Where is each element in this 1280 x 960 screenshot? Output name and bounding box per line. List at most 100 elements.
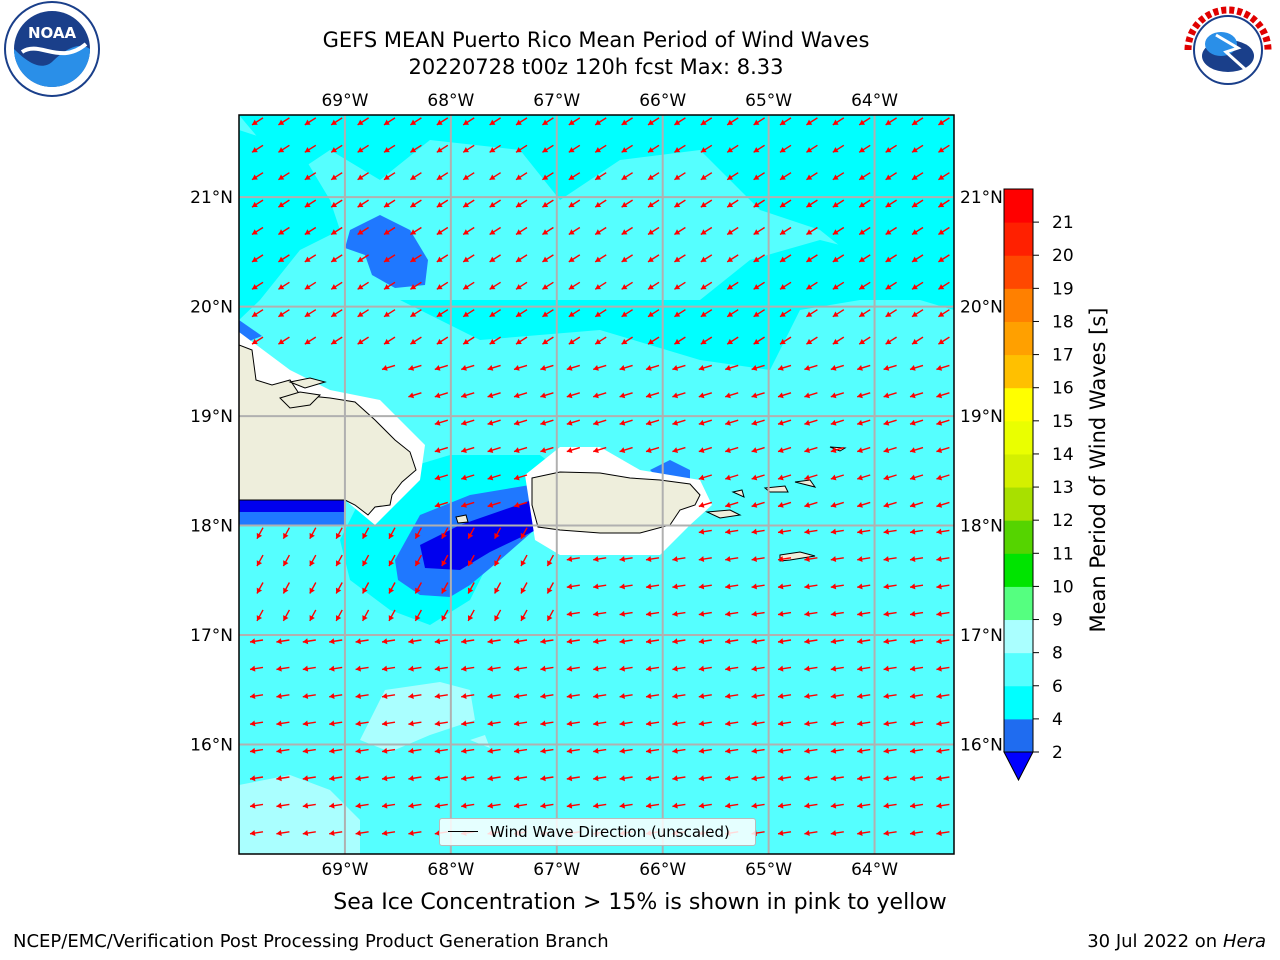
wave-arrow-head (859, 311, 866, 317)
wave-arrow-head (648, 147, 654, 153)
wave-arrow-head (467, 615, 474, 621)
wave-arrow-head (672, 419, 679, 426)
wave-arrow-head (804, 502, 811, 508)
wave-arrow-head (725, 583, 731, 590)
wave-arrow-head (700, 201, 707, 208)
wave-arrow-head (672, 365, 679, 371)
wave-arrow-head (593, 720, 599, 727)
wave-arrow-head (725, 474, 731, 481)
wave-arrow-head (302, 665, 309, 672)
wave-arrow-head (883, 830, 889, 837)
colorbar-tick-label-4: 9 (1052, 611, 1063, 631)
wave-arrow-head (672, 447, 679, 453)
wave-arrow-head (516, 174, 522, 180)
wave-arrow-head (283, 560, 289, 567)
wave-arrow-head (619, 747, 625, 754)
wave-arrow-head (514, 802, 520, 809)
wave-arrow-head (646, 747, 652, 754)
wave-arrow-head (804, 830, 810, 837)
wave-arrow-head (384, 201, 390, 208)
wave-arrow-head (568, 284, 575, 290)
wave-arrow-head (830, 365, 837, 371)
wave-arrow-head (252, 311, 258, 317)
wave-arrow-head (885, 119, 892, 125)
footer-branch: NCEP/EMC/Verification Post Processing Pr… (13, 931, 609, 952)
wave-arrow-head (415, 532, 421, 539)
colorbar-tick-label-1: 4 (1052, 710, 1063, 730)
wave-arrow-head (256, 587, 263, 594)
wave-arrow-head (621, 201, 628, 208)
wave-arrow-head (467, 587, 474, 594)
wave-arrow-head (910, 775, 916, 782)
culebra-island (731, 489, 745, 498)
wave-arrow-head (778, 775, 784, 782)
colorbar-under-arrow (1003, 751, 1034, 782)
wave-arrow-head (463, 119, 470, 125)
wave-arrow-head (830, 502, 837, 508)
wave-arrow-head (778, 610, 784, 617)
wave-arrow-head (278, 119, 285, 125)
wave-arrow-head (382, 638, 388, 645)
lat-label-right-3: 18°N (960, 517, 1003, 537)
wave-arrow-head (936, 392, 943, 399)
wave-arrow-head (778, 419, 784, 426)
wave-arrow-head (436, 311, 443, 317)
wave-arrow-head (672, 693, 678, 700)
wave-arrow-head (936, 528, 942, 535)
wave-arrow-head (283, 615, 289, 621)
wave-arrow-head (778, 474, 784, 481)
wave-arrow-head (725, 747, 731, 754)
wave-arrow-head (751, 665, 757, 672)
wave-arrow-head (619, 775, 625, 782)
wave-arrow-head (410, 256, 417, 262)
wave-arrow-head (593, 665, 599, 672)
wave-arrow-head (753, 229, 760, 235)
colorbar-segment-14 (1004, 255, 1033, 289)
wave-arrow-head (489, 119, 496, 125)
wave-arrow-head (832, 229, 839, 235)
wave-arrow-head (566, 693, 573, 700)
lat-label-left-2: 19°N (190, 407, 233, 427)
wave-arrow-head (910, 474, 916, 481)
wave-arrow-head (910, 638, 916, 645)
wave-arrow-head (859, 174, 866, 180)
wave-arrow-head (302, 775, 309, 782)
wave-arrow-head (936, 693, 942, 700)
wave-arrow-head (883, 365, 890, 371)
wave-arrow-head (461, 365, 467, 371)
colorbar-segment-4 (1004, 586, 1033, 621)
wave-arrow-head (859, 256, 866, 262)
wave-arrow-head (568, 338, 575, 345)
wave-arrow-head (910, 583, 916, 590)
period-8-9-patch-1 (360, 682, 475, 752)
wave-arrow-head (859, 119, 866, 125)
wave-arrow-head (883, 610, 889, 617)
wave-arrow-head (441, 587, 447, 594)
wave-arrow-head (516, 229, 522, 235)
wave-arrow-head (463, 201, 470, 208)
lat-label-left-3: 18°N (190, 517, 233, 537)
wave-arrow-head (780, 174, 786, 180)
wave-arrow-head (357, 256, 364, 262)
wave-arrow-head (725, 502, 731, 508)
wave-arrow-head (753, 174, 760, 180)
wave-arrow-head (857, 419, 863, 426)
wave-arrow-head (362, 560, 368, 567)
wave-arrow-head (912, 338, 918, 345)
wave-arrow-head (727, 174, 734, 180)
nws-logo (1182, 4, 1274, 96)
wave-arrow-head (382, 365, 388, 371)
colorbar-tick-label-5: 10 (1052, 577, 1074, 597)
wave-arrow-head (487, 447, 494, 453)
lon-label-bottom-3: 66°W (639, 860, 686, 880)
wave-arrow-head (388, 615, 395, 621)
wave-arrow-head (516, 338, 522, 345)
wave-arrow-head (698, 747, 705, 754)
wave-arrow-head (883, 474, 890, 481)
wave-arrow-head (646, 638, 652, 645)
wave-arrow-head (857, 556, 863, 563)
wave-arrow-head (408, 693, 414, 700)
wave-arrow-head (542, 119, 549, 125)
wave-arrow-head (832, 174, 839, 180)
wave-arrow-head (648, 338, 654, 345)
